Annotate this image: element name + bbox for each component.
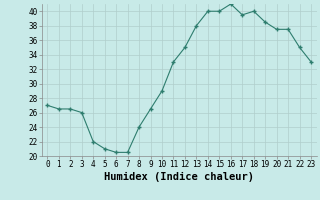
X-axis label: Humidex (Indice chaleur): Humidex (Indice chaleur) [104,172,254,182]
